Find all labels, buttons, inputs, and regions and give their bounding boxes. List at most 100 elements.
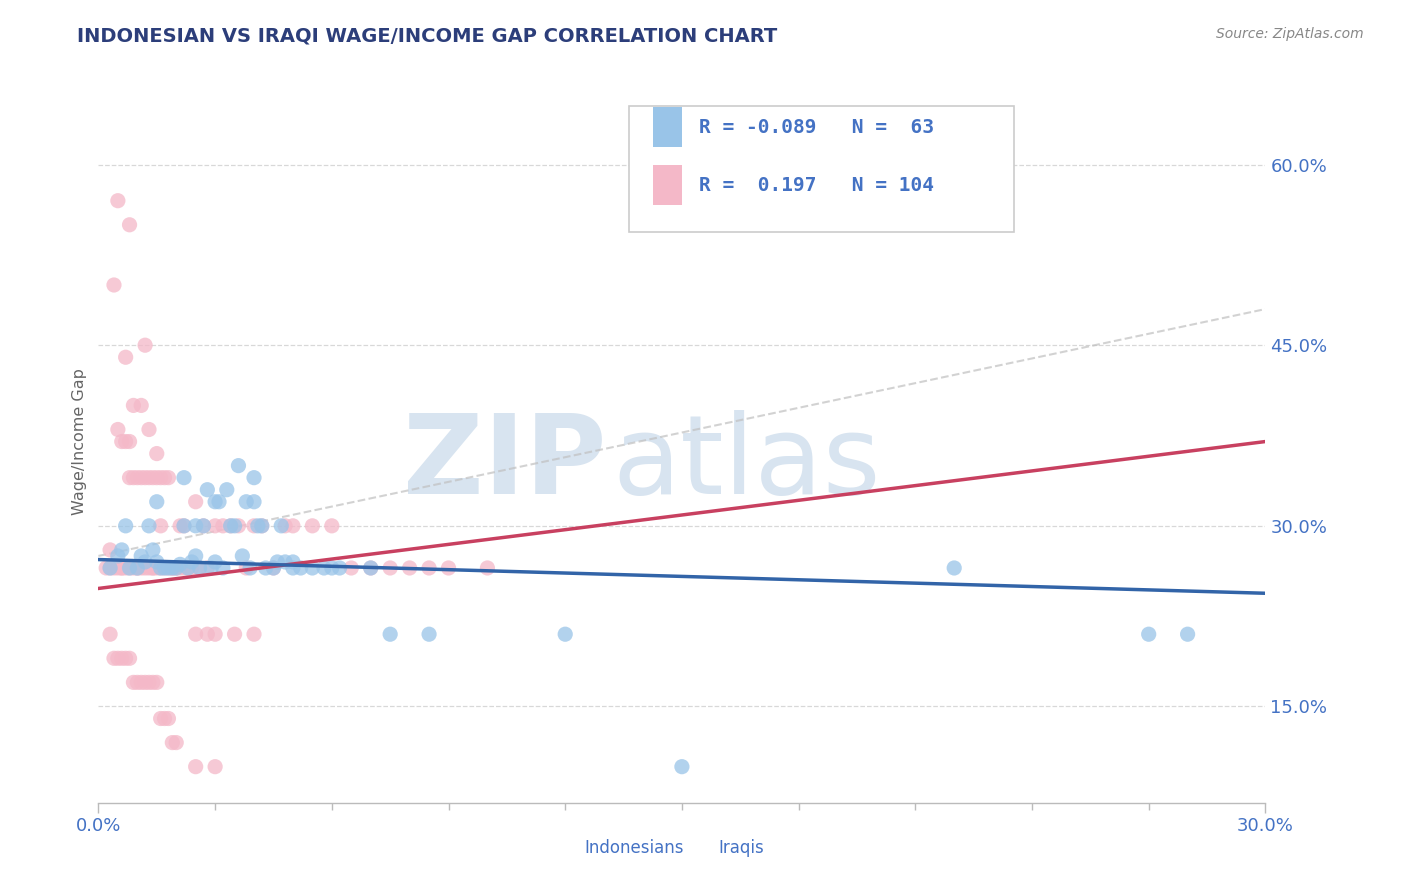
Point	[146, 675, 169, 690]
Point	[134, 561, 156, 575]
Point	[138, 423, 160, 437]
Point	[146, 447, 169, 461]
Point	[103, 561, 125, 575]
Point	[239, 561, 262, 575]
Point	[122, 471, 145, 485]
Point	[243, 494, 266, 508]
Point	[193, 519, 215, 533]
Point	[281, 555, 304, 569]
Point	[114, 434, 136, 449]
Point	[138, 471, 160, 485]
Point	[149, 561, 172, 575]
Point	[208, 494, 231, 508]
Point	[103, 651, 125, 665]
Point	[118, 561, 141, 575]
Point	[418, 561, 440, 575]
Point	[114, 350, 136, 364]
Point	[188, 561, 211, 575]
Point	[165, 561, 187, 575]
Point	[169, 561, 191, 575]
Point	[671, 760, 693, 774]
Point	[107, 423, 129, 437]
Y-axis label: Wage/Income Gap: Wage/Income Gap	[72, 368, 87, 515]
Point	[157, 712, 180, 726]
Point	[204, 494, 226, 508]
Point	[281, 561, 304, 575]
Point	[173, 519, 195, 533]
Point	[127, 675, 149, 690]
Point	[107, 561, 129, 575]
Text: atlas: atlas	[612, 409, 880, 516]
Point	[114, 561, 136, 575]
Text: ZIP: ZIP	[402, 409, 606, 516]
Point	[129, 398, 152, 412]
Point	[122, 398, 145, 412]
Point	[111, 561, 134, 575]
Point	[157, 561, 180, 575]
Point	[274, 555, 297, 569]
Point	[204, 627, 226, 641]
Point	[114, 519, 136, 533]
Point	[129, 549, 152, 563]
Point	[195, 483, 218, 497]
Point	[204, 760, 226, 774]
Point	[301, 519, 323, 533]
Text: R = -0.089   N =  63: R = -0.089 N = 63	[699, 118, 935, 136]
Point	[142, 561, 165, 575]
Point	[169, 519, 191, 533]
Point	[98, 561, 121, 575]
Point	[153, 471, 176, 485]
Point	[98, 561, 121, 575]
Point	[312, 561, 335, 575]
Point	[195, 627, 218, 641]
Point	[219, 519, 242, 533]
Point	[235, 494, 257, 508]
Point	[219, 519, 242, 533]
Point	[134, 338, 156, 352]
Point	[157, 561, 180, 575]
Point	[111, 542, 134, 557]
Point	[274, 519, 297, 533]
Point	[266, 555, 288, 569]
Text: R =  0.197   N = 104: R = 0.197 N = 104	[699, 176, 935, 194]
Point	[224, 519, 246, 533]
Point	[231, 549, 253, 563]
Point	[177, 561, 200, 575]
Point	[224, 627, 246, 641]
Point	[118, 218, 141, 232]
Point	[138, 561, 160, 575]
Bar	[682, 835, 711, 864]
Text: Indonesians: Indonesians	[583, 839, 683, 857]
Point	[146, 494, 169, 508]
Point	[122, 675, 145, 690]
Text: Iraqis: Iraqis	[718, 839, 763, 857]
Point	[398, 561, 420, 575]
Point	[107, 194, 129, 208]
Point	[554, 627, 576, 641]
Point	[270, 519, 292, 533]
Point	[146, 471, 169, 485]
Point	[149, 712, 172, 726]
Point	[290, 561, 312, 575]
Point	[243, 519, 266, 533]
Text: INDONESIAN VS IRAQI WAGE/INCOME GAP CORRELATION CHART: INDONESIAN VS IRAQI WAGE/INCOME GAP CORR…	[77, 27, 778, 45]
Point	[378, 561, 402, 575]
Point	[114, 651, 136, 665]
Point	[943, 561, 966, 575]
Point	[153, 712, 176, 726]
Point	[98, 542, 121, 557]
FancyBboxPatch shape	[630, 105, 1015, 232]
Point	[118, 434, 141, 449]
Point	[98, 627, 121, 641]
Point	[177, 561, 200, 575]
Point	[204, 555, 226, 569]
Point	[321, 519, 343, 533]
Bar	[548, 835, 576, 864]
Point	[153, 561, 176, 575]
Point	[157, 471, 180, 485]
Point	[142, 471, 165, 485]
Point	[134, 555, 156, 569]
Point	[250, 519, 273, 533]
Point	[173, 471, 195, 485]
Point	[228, 519, 250, 533]
